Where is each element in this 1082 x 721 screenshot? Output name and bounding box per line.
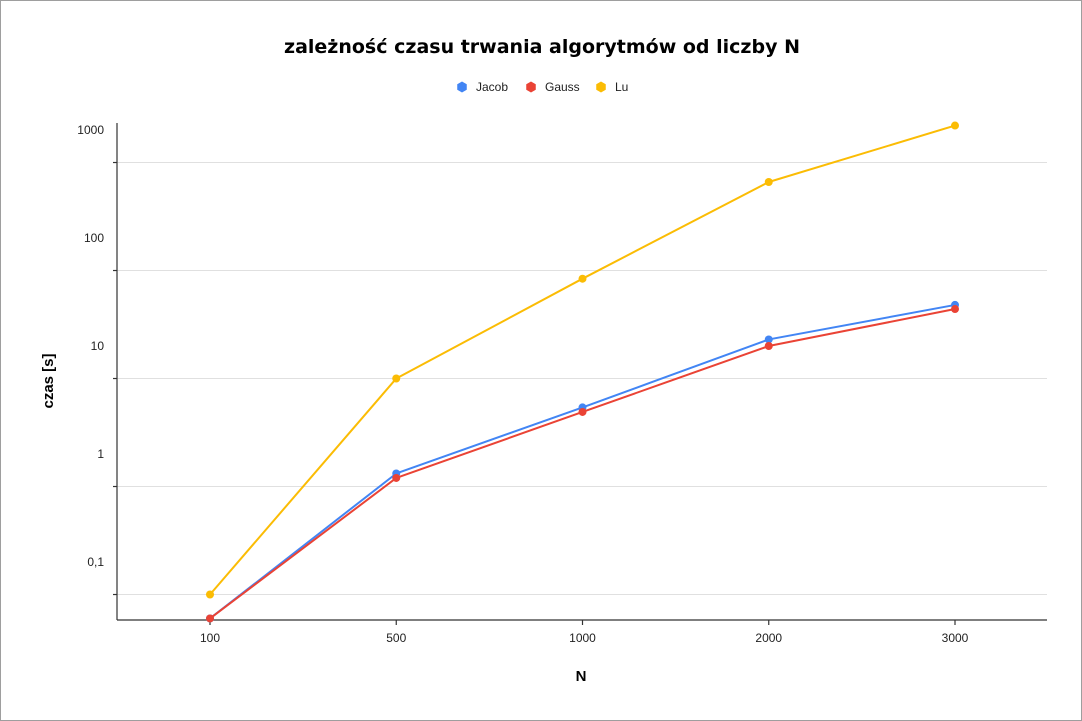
y-tick-label: 1000 xyxy=(77,123,104,137)
chart-title: zależność czasu trwania algorytmów od li… xyxy=(284,36,800,58)
data-point-lu xyxy=(392,374,401,383)
data-point-gauss xyxy=(764,342,773,350)
y-tick-label: 0,1 xyxy=(87,555,104,569)
x-axis-title: N xyxy=(576,668,587,685)
gridlines xyxy=(117,162,1047,596)
legend-marker-lu xyxy=(596,81,606,93)
legend-marker-gauss xyxy=(526,81,536,93)
data-point-lu xyxy=(764,178,773,187)
legend-label-gauss: Gauss xyxy=(545,80,580,94)
x-tick-label: 3000 xyxy=(942,631,969,645)
legend-label-lu: Lu xyxy=(615,80,628,94)
series-group xyxy=(206,121,959,623)
y-axis: 0,1 1 10 100 1000 xyxy=(77,123,118,620)
series-line-lu xyxy=(209,124,956,596)
x-axis: 100 500 1000 2000 3000 xyxy=(117,619,1047,645)
y-axis-title: czas [s] xyxy=(40,353,57,408)
data-point-gauss xyxy=(578,407,587,416)
data-point-lu xyxy=(578,274,587,283)
y-tick-label: 100 xyxy=(84,231,104,245)
series-line-jacob xyxy=(209,303,956,620)
y-tick-label: 10 xyxy=(91,339,105,353)
x-tick-label: 500 xyxy=(386,631,406,645)
x-tick-label: 1000 xyxy=(569,631,596,645)
x-tick-label: 2000 xyxy=(755,631,782,645)
data-point-lu xyxy=(951,121,959,130)
legend-marker-jacob xyxy=(457,81,467,93)
data-point-gauss xyxy=(951,305,959,314)
data-point-gauss xyxy=(206,614,214,623)
y-tick-label: 1 xyxy=(97,447,104,461)
data-point-gauss xyxy=(392,473,401,482)
legend-label-jacob: Jacob xyxy=(476,80,508,94)
legend: Jacob Gauss Lu xyxy=(457,80,628,94)
data-point-lu xyxy=(206,590,214,599)
data-point-jacob xyxy=(764,335,773,344)
x-tick-label: 100 xyxy=(200,631,220,645)
